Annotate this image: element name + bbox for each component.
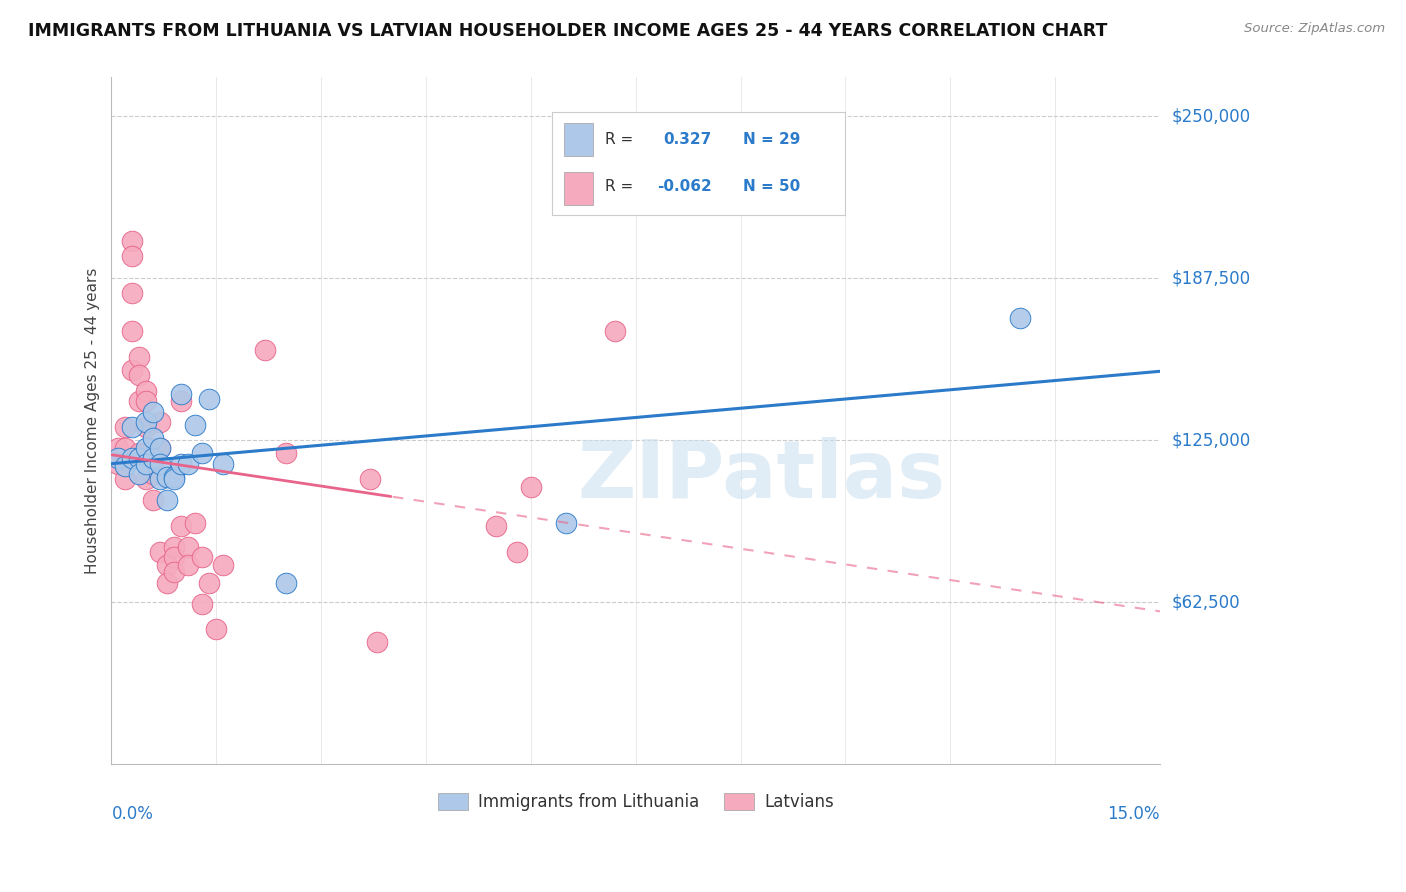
Point [276, 446, 298, 460]
Point [506, 545, 529, 559]
Point [114, 420, 136, 434]
Point [198, 575, 221, 590]
Point [170, 394, 193, 409]
Point [107, 451, 129, 466]
Text: Source: ZipAtlas.com: Source: ZipAtlas.com [1244, 22, 1385, 36]
Point [485, 518, 508, 533]
Point [107, 457, 129, 471]
Point [212, 558, 235, 572]
Point [520, 480, 543, 494]
Point [142, 405, 165, 419]
Point [603, 325, 626, 339]
Point [1010, 311, 1032, 326]
Text: 0.0%: 0.0% [111, 805, 153, 823]
Point [163, 472, 186, 486]
Point [114, 441, 136, 455]
Point [121, 234, 143, 248]
Point [114, 472, 136, 486]
Point [135, 420, 157, 434]
Point [121, 285, 143, 300]
Point [254, 343, 277, 357]
Point [128, 451, 150, 466]
Point [142, 467, 165, 481]
Point [149, 441, 172, 455]
Point [177, 540, 200, 554]
Text: ZIPatlas: ZIPatlas [578, 437, 946, 515]
Point [128, 351, 150, 365]
Point [156, 558, 179, 572]
Point [205, 623, 228, 637]
Point [135, 394, 157, 409]
Text: 15.0%: 15.0% [1108, 805, 1160, 823]
Point [135, 415, 157, 429]
Point [121, 420, 143, 434]
Point [177, 457, 200, 471]
Point [184, 516, 207, 531]
Point [191, 446, 214, 460]
Point [114, 459, 136, 474]
Point [191, 597, 214, 611]
Point [163, 469, 186, 483]
Point [212, 457, 235, 471]
Point [135, 384, 157, 398]
Point [121, 363, 143, 377]
Point [149, 415, 172, 429]
Point [184, 417, 207, 432]
Text: $125,000: $125,000 [1171, 432, 1250, 450]
Point [121, 325, 143, 339]
Point [170, 518, 193, 533]
Point [198, 392, 221, 406]
Point [128, 394, 150, 409]
Point [142, 431, 165, 445]
Point [156, 469, 179, 483]
Point [170, 457, 193, 471]
Point [366, 635, 388, 649]
Point [121, 451, 143, 466]
Point [128, 446, 150, 460]
Point [276, 575, 298, 590]
Legend: Immigrants from Lithuania, Latvians: Immigrants from Lithuania, Latvians [432, 786, 841, 818]
Point [135, 446, 157, 460]
Point [170, 386, 193, 401]
Point [191, 549, 214, 564]
Text: IMMIGRANTS FROM LITHUANIA VS LATVIAN HOUSEHOLDER INCOME AGES 25 - 44 YEARS CORRE: IMMIGRANTS FROM LITHUANIA VS LATVIAN HOU… [28, 22, 1108, 40]
Point [135, 472, 157, 486]
Point [177, 558, 200, 572]
Point [114, 457, 136, 471]
Point [121, 249, 143, 263]
Point [163, 566, 186, 580]
Text: $250,000: $250,000 [1171, 107, 1250, 125]
Point [163, 549, 186, 564]
Point [554, 516, 576, 531]
Point [359, 472, 381, 486]
Point [135, 441, 157, 455]
Text: $187,500: $187,500 [1171, 269, 1250, 287]
Point [135, 457, 157, 471]
Point [107, 441, 129, 455]
Point [156, 575, 179, 590]
Point [163, 540, 186, 554]
Point [142, 457, 165, 471]
Point [149, 472, 172, 486]
Point [142, 451, 165, 466]
Point [128, 467, 150, 481]
Point [142, 492, 165, 507]
Point [156, 492, 179, 507]
Point [149, 441, 172, 455]
Point [142, 441, 165, 455]
Point [149, 457, 172, 471]
Point [149, 545, 172, 559]
Y-axis label: Householder Income Ages 25 - 44 years: Householder Income Ages 25 - 44 years [86, 268, 100, 574]
Point [128, 368, 150, 383]
Text: $62,500: $62,500 [1171, 593, 1240, 611]
